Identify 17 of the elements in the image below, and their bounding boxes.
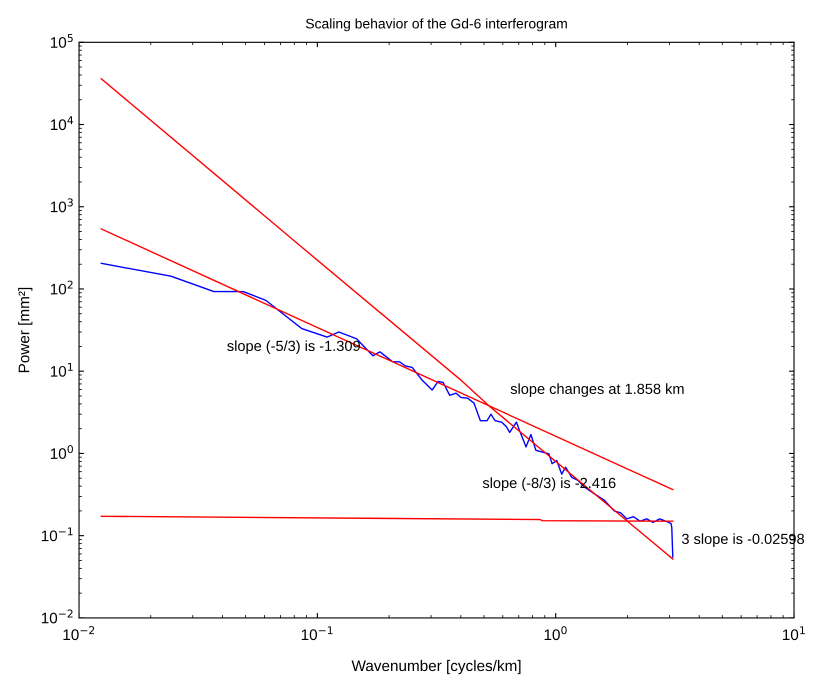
x-axis-title: Wavenumber [cycles/km] [352, 660, 520, 674]
x-tick-label: 10$^{0}$ [544, 626, 567, 640]
y-tick-label: 10$^{2}$ [50, 280, 73, 295]
y-tick-label: 10$^{3}$ [50, 198, 73, 212]
annotation: slope changes at 1.858 km [510, 383, 684, 397]
y-tick-label: 10$^{−1}$ [42, 527, 73, 542]
y-tick-label: 10$^{5}$ [50, 34, 73, 48]
y-tick-label: 10$^{4}$ [50, 116, 74, 130]
chart-title: Scaling behavior of the Gd-6 interferogram [306, 18, 567, 32]
y-tick-label: 10$^{0}$ [50, 445, 73, 459]
y-tick-label: 10$^{−2}$ [42, 610, 73, 624]
y-axis-title: Power [mm²] [18, 288, 32, 372]
x-tick-label: 10$^{−1}$ [302, 626, 333, 640]
x-tick-label: 10$^{−2}$ [63, 626, 94, 640]
y-tick-label: 10$^{1}$ [50, 362, 73, 377]
x-tick-label: 10$^{1}$ [782, 626, 805, 640]
annotation: slope (-5/3) is -1.309 [227, 340, 360, 354]
